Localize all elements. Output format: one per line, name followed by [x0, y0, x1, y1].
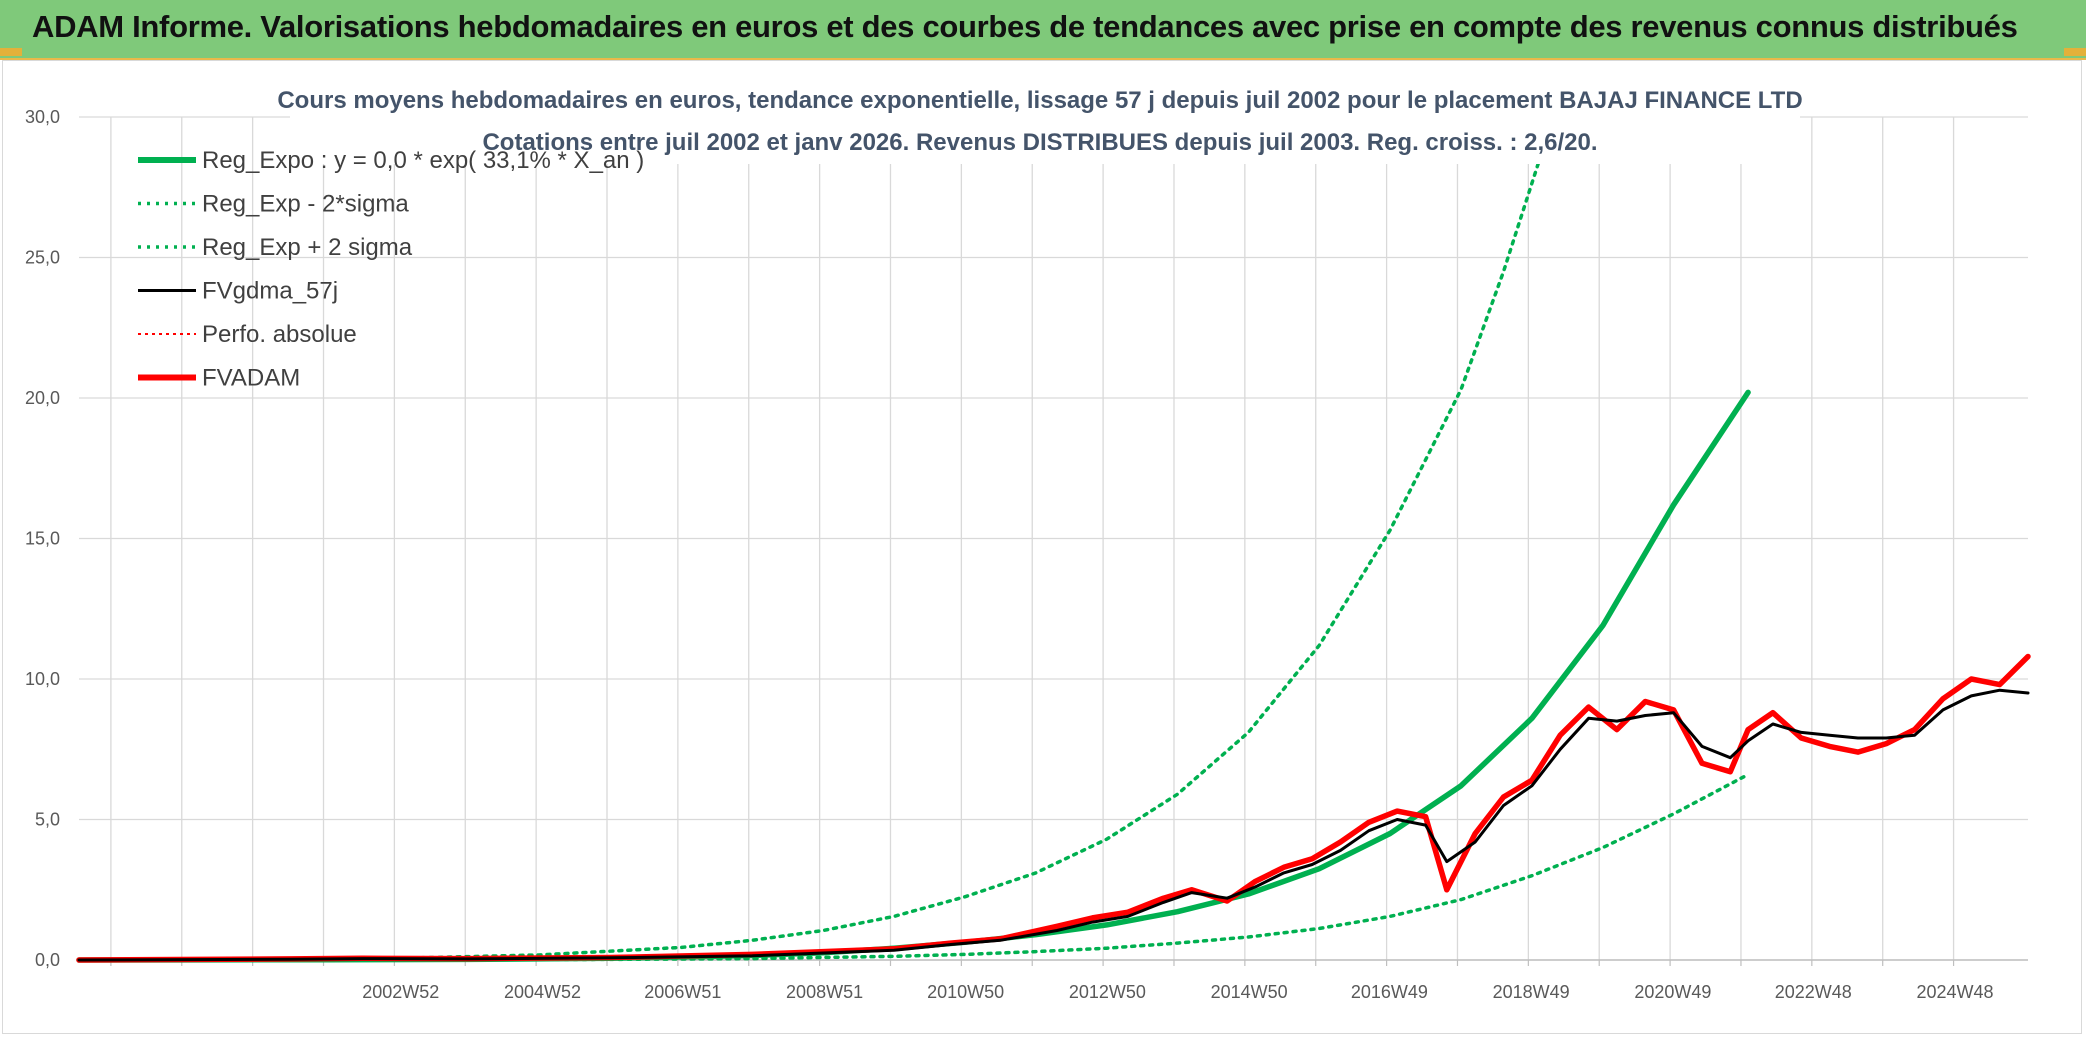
x-axis-tick-labels: 2002W52 2004W52 2006W51 2008W51 2010W50 2012W… [362, 982, 1993, 1002]
legend-label: FVgdma_57j [202, 278, 338, 305]
series-line-2 [77, 115, 1750, 962]
x-tick-label: 2024W48 [1916, 982, 1993, 1002]
report-title: ADAM Informe. Valorisations hebdomadaire… [32, 9, 2018, 44]
chart-gridlines [79, 116, 2028, 961]
x-tick-label: 2022W48 [1775, 982, 1852, 1002]
legend-label: Reg_Expo : y = 0,0 * exp( 33,1% * X_an ) [202, 147, 644, 174]
y-tick-label: 0,0 [35, 950, 60, 970]
y-tick-label: 5,0 [35, 810, 60, 830]
x-tick-label: 2014W50 [1211, 982, 1288, 1002]
banner-corner-left [0, 48, 22, 56]
legend-label: Reg_Exp + 2 sigma [202, 234, 413, 261]
y-tick-label: 10,0 [25, 669, 60, 689]
x-tick-label: 2002W52 [362, 982, 439, 1002]
x-tick-label: 2010W50 [927, 982, 1004, 1002]
x-tick-label: 2008W51 [786, 982, 863, 1002]
chart-subtitle: Cotations entre juil 2002 et janv 2026. … [482, 129, 1597, 156]
banner-corner-right [2064, 48, 2086, 56]
series-line-5 [76, 653, 2031, 963]
y-tick-label: 30,0 [25, 107, 60, 127]
y-tick-label: 25,0 [25, 248, 60, 268]
legend-label: Reg_Exp - 2*sigma [202, 191, 409, 218]
x-tick-label: 2012W50 [1069, 982, 1146, 1002]
series-line-3 [77, 688, 2030, 962]
legend-label: Perfo. absolue [202, 321, 357, 348]
series-line-0 [76, 389, 1751, 963]
x-tick-label: 2020W49 [1634, 982, 1711, 1002]
title-backdrop [290, 76, 1800, 164]
chart-legend: Reg_Expo : y = 0,0 * exp( 33,1% * X_an )… [138, 147, 644, 392]
series-line-1 [77, 772, 1750, 962]
chart-frame [2, 60, 2082, 1034]
y-tick-label: 20,0 [25, 388, 60, 408]
y-tick-label: 15,0 [25, 529, 60, 549]
legend-label: FVADAM [202, 365, 300, 392]
line-chart: Cours moyens hebdomadaires en euros, ten… [25, 76, 2031, 1002]
x-tick-label: 2006W51 [644, 982, 721, 1002]
y-axis-tick-labels: 0,0 5,0 10,0 15,0 20,0 25,0 30,0 [25, 107, 60, 970]
x-tick-label: 2004W52 [504, 982, 581, 1002]
chart-title: Cours moyens hebdomadaires en euros, ten… [277, 87, 1802, 114]
x-tick-label: 2016W49 [1351, 982, 1428, 1002]
x-tick-label: 2018W49 [1493, 982, 1570, 1002]
report-banner: ADAM Informe. Valorisations hebdomadaire… [0, 0, 2086, 60]
chart-series [76, 115, 2031, 963]
